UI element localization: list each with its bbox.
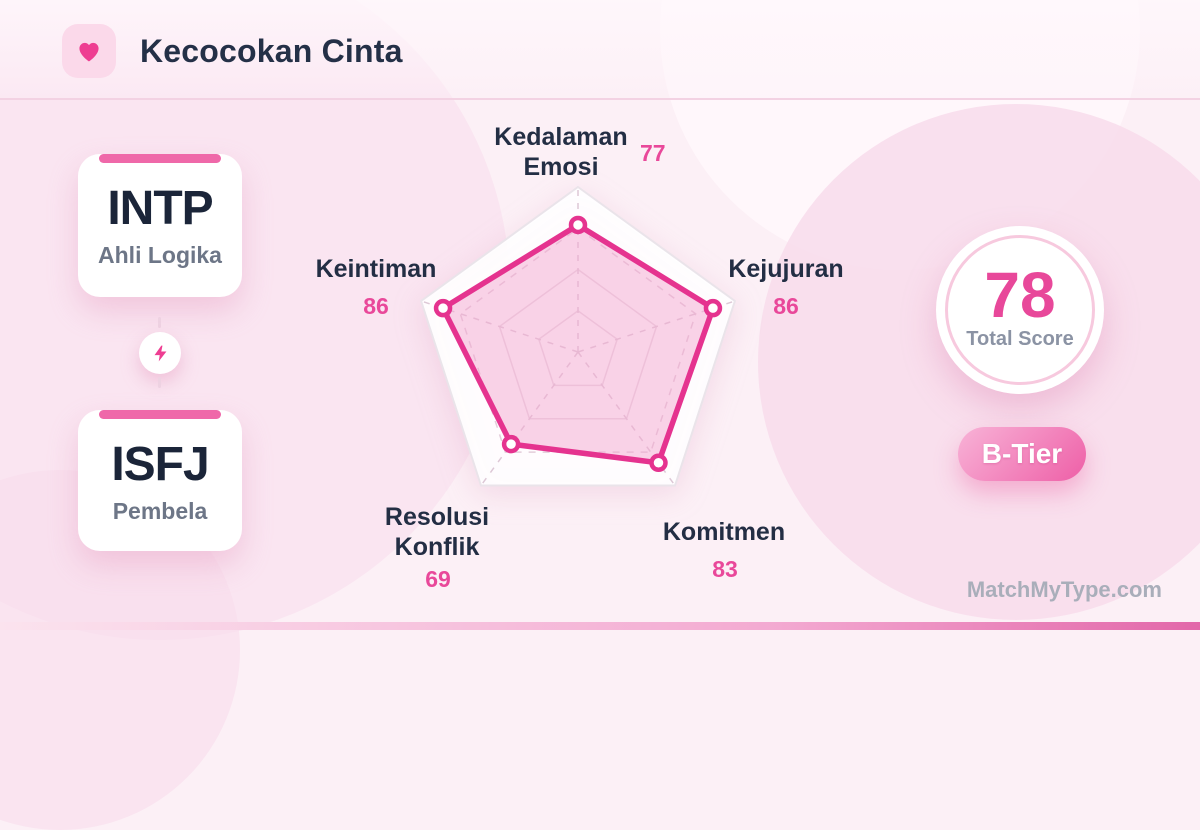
radar-chart	[419, 185, 737, 487]
bottom-accent-bar	[0, 622, 1200, 630]
card-accent-bar	[99, 410, 221, 419]
connector-dash-bottom	[158, 377, 161, 388]
axis-value-komitmen: 83	[712, 556, 738, 582]
axis-label-resolusi-konflik: Resolusi Konflik	[384, 503, 490, 561]
total-score-circle: 78 Total Score	[936, 226, 1104, 394]
axis-value-kejujuran: 86	[773, 293, 799, 319]
axis-value-keintiman: 86	[363, 293, 389, 319]
card-accent-bar	[99, 154, 221, 163]
tier-badge: B-Tier	[958, 427, 1086, 481]
radar-chart-area	[368, 108, 788, 588]
type-code: INTP	[107, 182, 213, 235]
score-inner-ring	[945, 235, 1095, 385]
axis-value-kedalaman-emosi: 77	[640, 140, 666, 166]
type-code: ISFJ	[111, 438, 209, 491]
axis-label-keintiman: Keintiman	[315, 255, 437, 283]
header: Kecocokan Cinta	[0, 0, 1200, 100]
lightning-icon	[139, 332, 181, 374]
type-alias: Ahli Logika	[98, 242, 222, 268]
type-alias: Pembela	[112, 498, 208, 524]
axis-value-resolusi-konflik: 69	[425, 566, 451, 592]
type-card-isfj: ISFJ Pembela	[78, 410, 242, 551]
heart-icon	[62, 24, 116, 78]
axis-label-komitmen: Komitmen	[662, 518, 786, 546]
page-title: Kecocokan Cinta	[140, 33, 403, 69]
connector-dash-top	[158, 317, 161, 328]
type-card-intp: INTP Ahli Logika	[78, 154, 242, 297]
axis-label-kedalaman-emosi: Kedalaman Emosi	[494, 123, 628, 181]
axis-label-kejujuran: Kejujuran	[728, 255, 844, 283]
watermark: MatchMyType.com	[966, 577, 1162, 602]
